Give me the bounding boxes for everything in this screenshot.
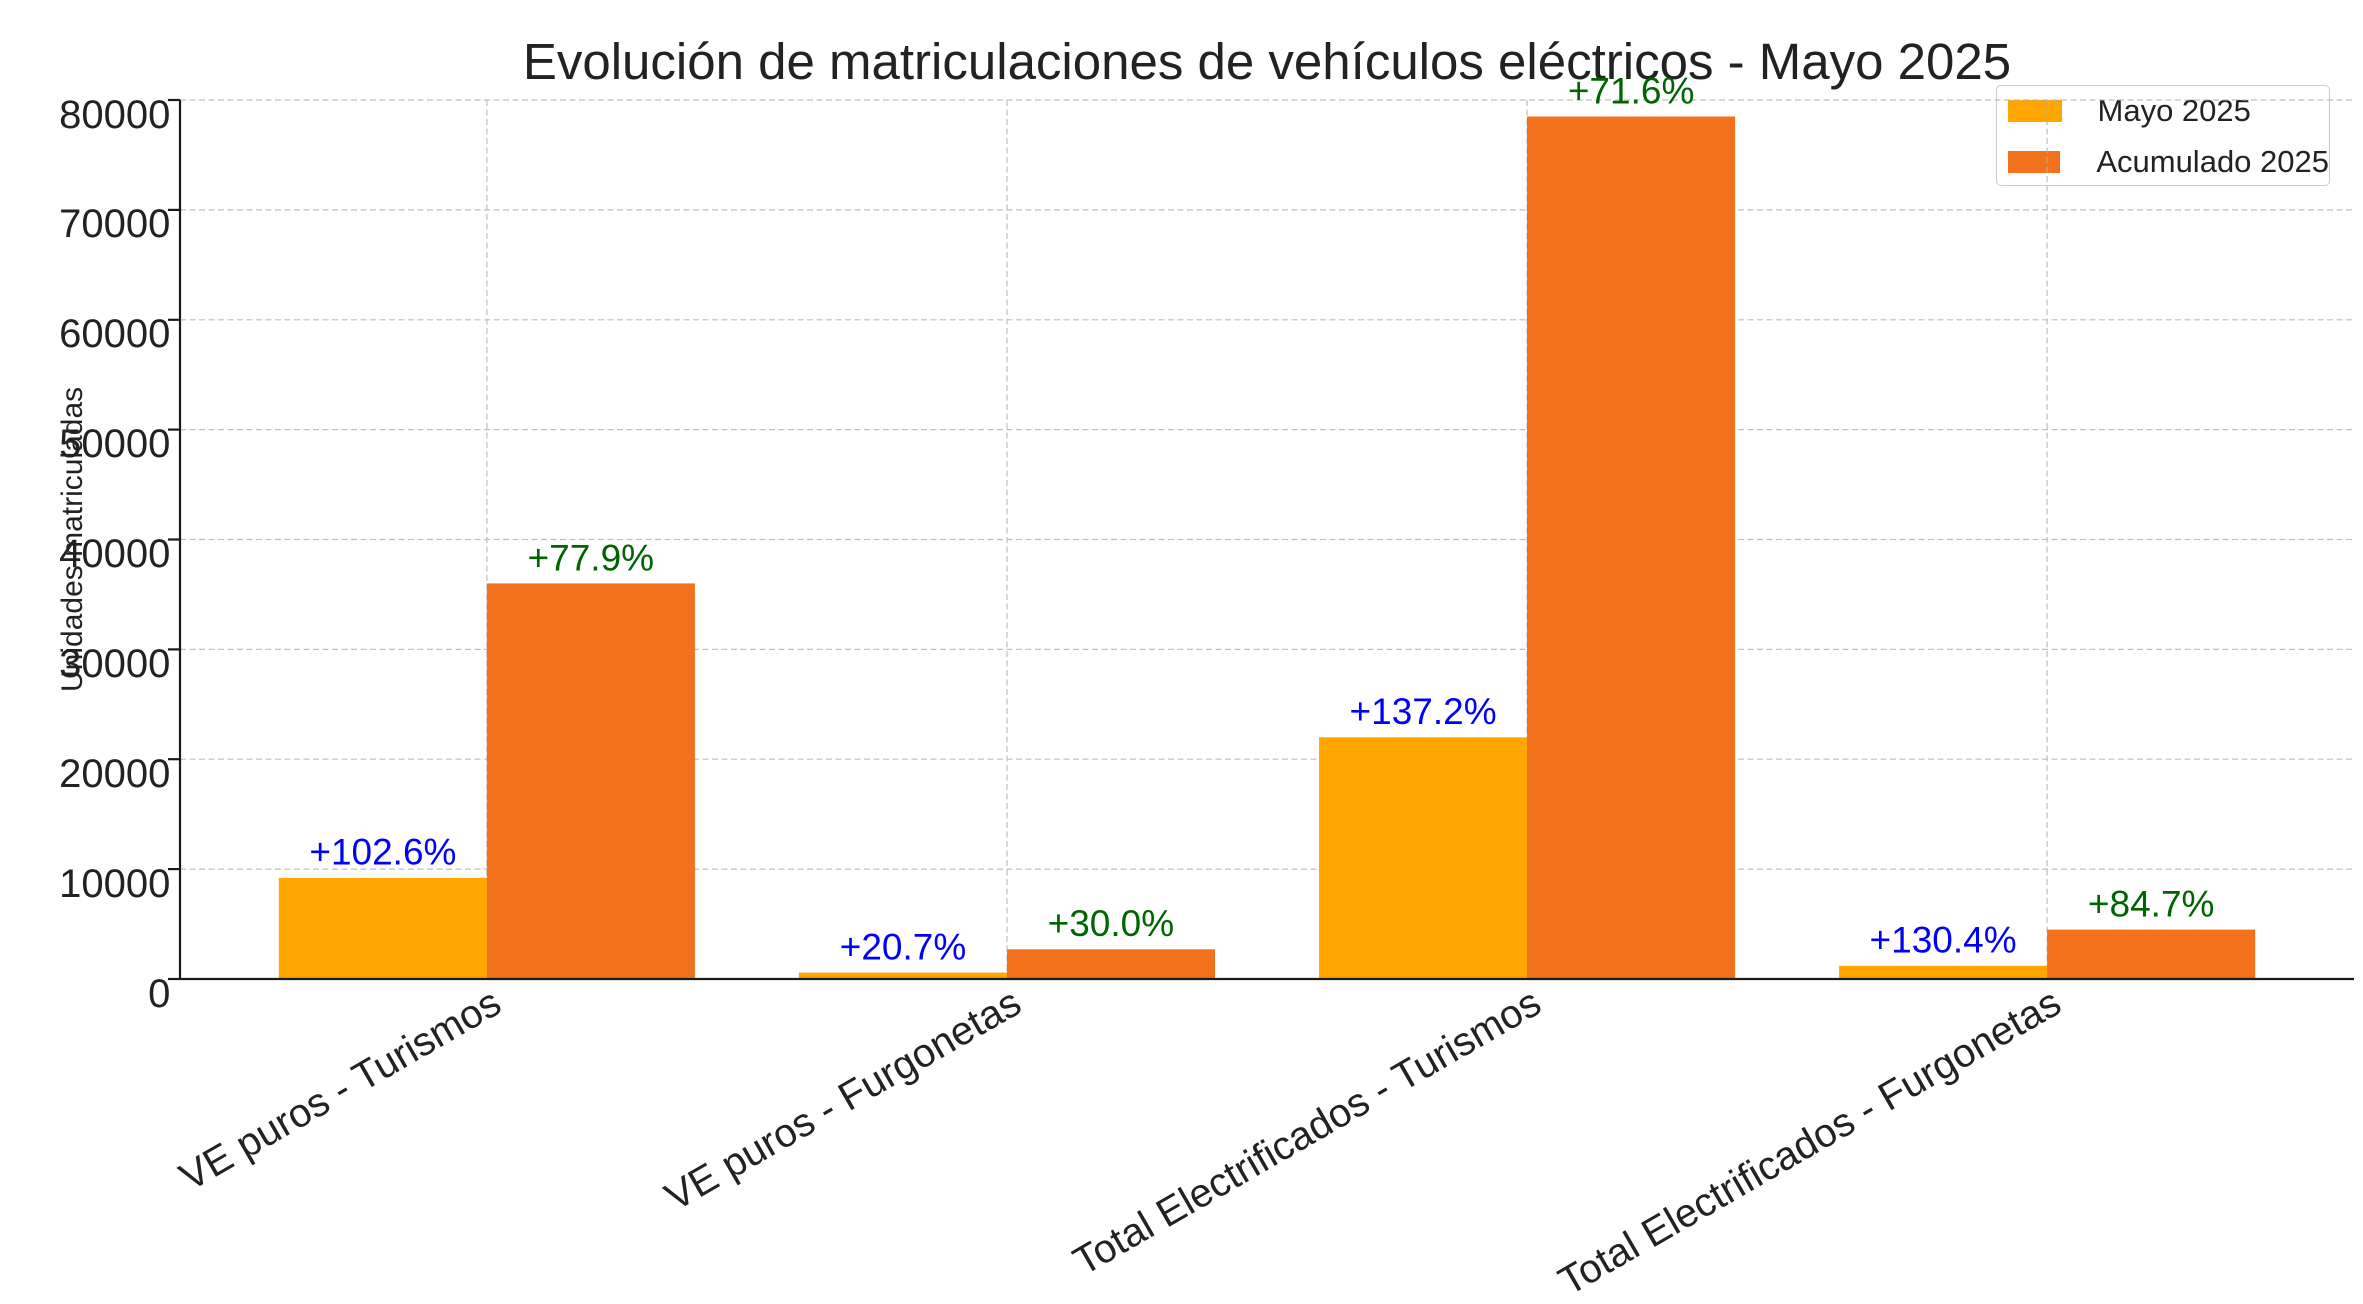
svg-text:+102.6%: +102.6% (309, 832, 456, 873)
svg-text:+137.2%: +137.2% (1350, 691, 1497, 732)
svg-text:+30.0%: +30.0% (1048, 903, 1175, 944)
svg-text:+130.4%: +130.4% (1870, 920, 2017, 961)
svg-text:+77.9%: +77.9% (528, 537, 655, 578)
svg-text:+20.7%: +20.7% (840, 926, 967, 967)
svg-text:+71.6%: +71.6% (1568, 70, 1695, 111)
svg-text:+84.7%: +84.7% (2088, 883, 2215, 924)
